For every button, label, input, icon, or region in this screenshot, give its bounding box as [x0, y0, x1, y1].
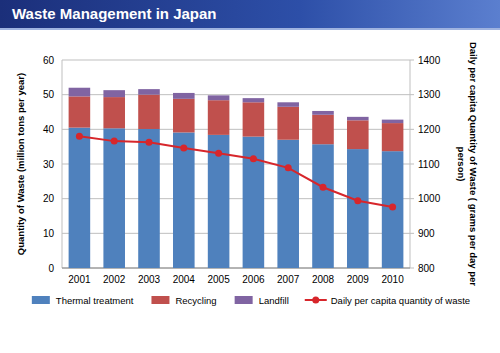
grid-line: [62, 60, 410, 61]
x-tick-label: 2003: [138, 274, 161, 285]
legend-swatch: [151, 296, 169, 304]
y-axis-line: [62, 60, 63, 268]
legend-label: Thermal treatment: [56, 295, 134, 306]
bar: [277, 107, 299, 140]
bar: [69, 88, 91, 97]
line-marker: [354, 197, 361, 204]
y-axis-title: Quantity of Waste (million tons per year…: [15, 73, 26, 255]
bar: [382, 151, 404, 268]
bar: [312, 115, 334, 144]
y2-tick-label: 1400: [418, 55, 441, 66]
x-tick-label: 2006: [242, 274, 265, 285]
bar: [347, 120, 369, 149]
y2-tick: [410, 129, 414, 130]
y2-tick: [410, 60, 414, 61]
bar: [69, 128, 91, 268]
y2-tick-label: 1100: [418, 159, 440, 170]
legend-swatch: [32, 296, 50, 304]
bar: [138, 89, 160, 95]
title: Waste Management in Japan: [12, 5, 217, 22]
legend: Thermal treatment Recycling Landfill Daily …: [32, 295, 470, 306]
line-marker: [111, 138, 118, 145]
legend-swatch: [235, 296, 253, 304]
legend-label: Daily per capita quantity of waste: [331, 295, 470, 306]
y2-axis-line: [410, 60, 411, 268]
x-tick-label: 2007: [277, 274, 300, 285]
y2-tick: [410, 164, 414, 165]
bar: [243, 102, 265, 136]
line-marker: [285, 164, 292, 171]
bar: [243, 98, 265, 102]
y-tick-label: 0: [48, 263, 54, 274]
x-tick-label: 2009: [347, 274, 370, 285]
y2-tick-label: 1300: [418, 89, 441, 100]
y2-tick: [410, 268, 414, 269]
bar: [173, 132, 195, 268]
title-bar: [0, 0, 500, 28]
legend-label: Landfill: [259, 295, 289, 306]
line-marker: [215, 150, 222, 157]
y2-tick-label: 900: [418, 228, 435, 239]
bar: [173, 93, 195, 99]
bar: [103, 97, 125, 128]
y-tick-label: 20: [43, 193, 55, 204]
plot-marks: [69, 88, 404, 268]
line-marker: [146, 139, 153, 146]
y2-axis-title: Daily per capita Quantity of Waste ( gra…: [456, 42, 479, 286]
title-underline: [0, 28, 500, 30]
bar: [173, 99, 195, 133]
y2-tick-label: 1000: [418, 193, 441, 204]
x-tick-label: 2001: [68, 274, 91, 285]
bar: [103, 90, 125, 97]
x-tick-label: 2008: [312, 274, 335, 285]
bar: [277, 102, 299, 107]
line-marker: [320, 184, 327, 191]
line-marker: [250, 155, 257, 162]
y-tick-label: 10: [43, 228, 55, 239]
bar: [382, 120, 404, 123]
legend-label: Recycling: [175, 295, 216, 306]
line-marker: [76, 133, 83, 140]
y-tick-label: 40: [43, 124, 55, 135]
bar: [277, 140, 299, 268]
y-tick-label: 60: [43, 55, 55, 66]
bar: [103, 128, 125, 268]
x-tick-label: 2005: [207, 274, 230, 285]
bar: [208, 95, 230, 100]
bar: [208, 100, 230, 135]
bar: [69, 96, 91, 127]
bar: [347, 149, 369, 268]
y2-tick: [410, 198, 414, 199]
line: [79, 136, 392, 207]
y-tick-label: 50: [43, 89, 55, 100]
chart: Waste Management in Japan 0 10 20 30 40 50 60 80…: [0, 0, 500, 353]
y2-tick: [410, 233, 414, 234]
y-tick-label: 30: [43, 159, 55, 170]
line-marker: [389, 203, 396, 210]
y2-tick-label: 800: [418, 263, 435, 274]
x-tick-label: 2002: [103, 274, 126, 285]
legend-swatch-marker: [312, 297, 319, 304]
bar: [243, 137, 265, 268]
y2-tick-label: 1200: [418, 124, 441, 135]
y2-tick: [410, 94, 414, 95]
bar: [138, 95, 160, 129]
x-tick-label: 2004: [173, 274, 196, 285]
line-marker: [180, 145, 187, 152]
bar: [138, 129, 160, 268]
bar: [312, 144, 334, 268]
bar: [382, 123, 404, 151]
bar: [312, 111, 334, 115]
bar: [347, 117, 369, 120]
x-tick-label: 2010: [381, 274, 404, 285]
